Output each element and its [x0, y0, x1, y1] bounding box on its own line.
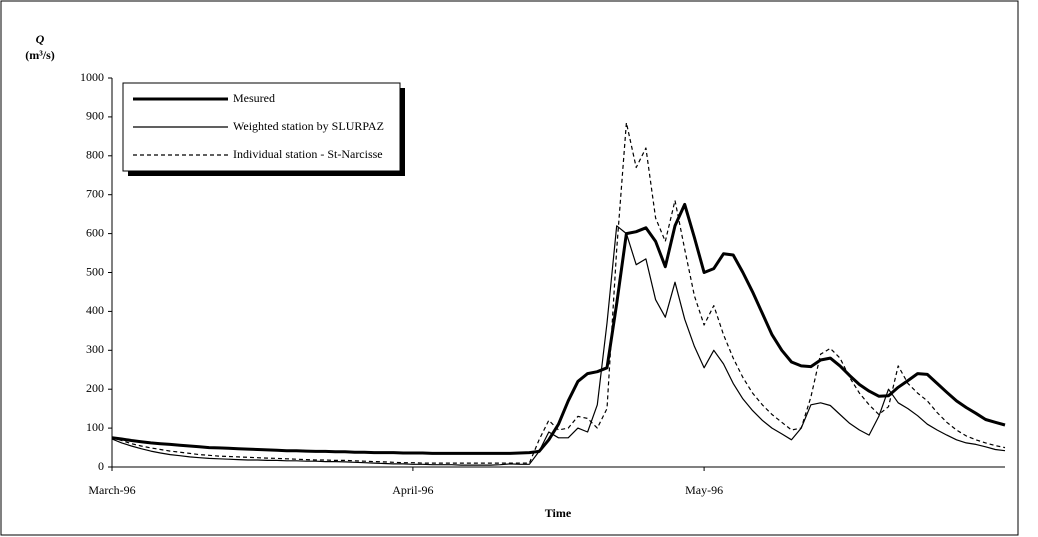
series-line: [111, 122, 1006, 464]
y-tick-label: 900: [86, 109, 104, 123]
y-tick-label: 100: [86, 420, 104, 434]
x-tick-label: May-96: [685, 483, 723, 497]
x-tick-label: April-96: [392, 483, 433, 497]
y-tick-label: 300: [86, 342, 104, 356]
y-tick-label: 400: [86, 303, 104, 317]
y-tick-label: 500: [86, 264, 104, 278]
series-line: [111, 225, 1006, 466]
y-tick-label: 1000: [80, 70, 104, 84]
legend-label: Mesured: [233, 91, 275, 105]
y-tick-label: 200: [86, 381, 104, 395]
y-tick-label: 800: [86, 148, 104, 162]
series-line: [111, 202, 1006, 455]
y-tick-label: 700: [86, 186, 104, 200]
y-axis-unit: (m³/s): [25, 48, 55, 62]
legend-label: Individual station - St-Narcisse: [233, 147, 383, 161]
legend-label: Weighted station by SLURPAZ: [233, 119, 384, 133]
y-tick-label: 600: [86, 225, 104, 239]
x-axis-title: Time: [545, 506, 572, 520]
y-axis-title: Q: [36, 32, 45, 46]
x-tick-label: March-96: [88, 483, 135, 497]
y-tick-label: 0: [98, 459, 104, 473]
frame: [0, 0, 1019, 536]
